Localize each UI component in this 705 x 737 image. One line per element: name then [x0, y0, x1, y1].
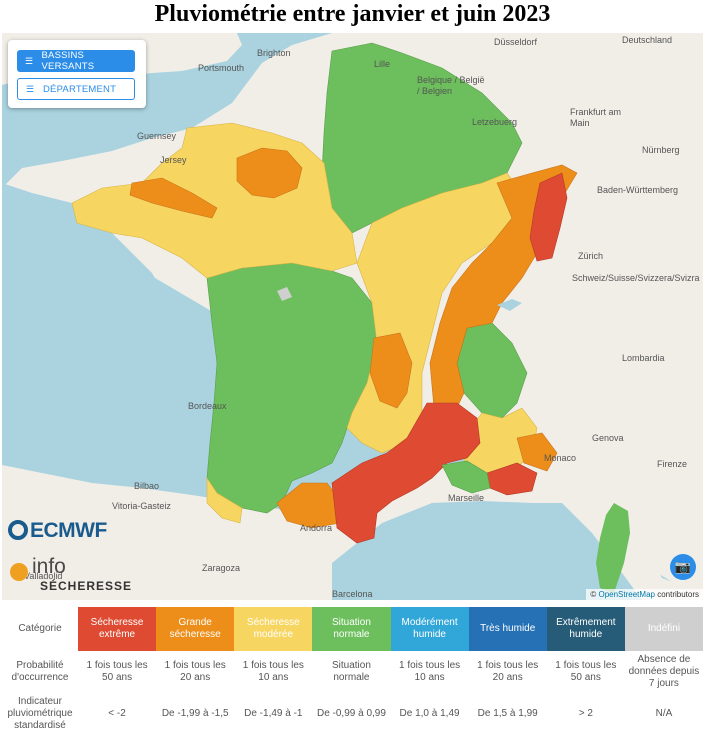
legend-row-categorie: Catégorie Sécheresse extrême Grande séch…: [2, 607, 703, 651]
legend-table: Catégorie Sécheresse extrême Grande séch…: [2, 607, 703, 735]
legend-category-ext-humide: Extrêmement humide: [546, 607, 625, 651]
attribution-suffix: contributors: [657, 590, 699, 599]
place-name: Bilbao: [134, 481, 160, 491]
region-grande-normandie: [236, 147, 303, 199]
place-name: Valladolid: [24, 571, 63, 581]
place-name: Düsseldorf: [494, 37, 538, 47]
departement-button[interactable]: ☰ DÉPARTEMENT: [17, 78, 135, 100]
place-name: Nürnberg: [642, 145, 680, 155]
place-name: Zaragoza: [202, 563, 241, 573]
place-name: Vitoria-Gasteiz: [112, 501, 171, 511]
legend-row-indicateur: Indicateur pluviométrique standardisé < …: [2, 693, 703, 735]
place-name: Firenze: [657, 459, 688, 469]
region-grande-alpes: [516, 432, 558, 472]
camera-icon: 📷: [674, 559, 692, 574]
legend-indicateur-cell: > 2: [578, 708, 593, 719]
region-grande-bretagne: [129, 177, 218, 219]
place-name: Bordeaux: [188, 401, 227, 411]
map-viewport[interactable]: Düsseldorf Deutschland Lille Belgique / …: [2, 33, 703, 600]
openstreetmap-link[interactable]: OpenStreetMap: [598, 590, 655, 599]
map-title: Pluviométrie entre janvier et juin 2023: [154, 1, 551, 27]
lake-grandlieu: [277, 287, 292, 301]
legend-row-label: Probabilité d'occurrence: [11, 660, 69, 683]
legend-indicateur-cell: De 1,5 à 1,99: [477, 708, 538, 719]
place-name: Monaco: [544, 453, 577, 463]
legend-row-label: Catégorie: [18, 623, 62, 634]
legend-probabilite-cell: Absence de données depuis 7 jours: [628, 654, 700, 689]
legend-category-normale: Situation normale: [312, 607, 391, 651]
ecmwf-logo: ECMWF: [8, 519, 107, 543]
legend-category-extreme: Sécheresse extrême: [78, 607, 157, 651]
legend-indicateur-cell: < -2: [108, 708, 126, 719]
place-name: Letzebuerg: [472, 117, 518, 127]
region-moderee-southwest: [206, 477, 243, 524]
info-logo-text: info: [32, 555, 66, 578]
legend-row-label: Indicateur pluviométrique standardisé: [7, 696, 73, 731]
mediterranean-sea: [332, 501, 642, 600]
legend-probabilite-cell: 1 fois tous les 20 ans: [477, 660, 539, 683]
place-name: Deutschland: [622, 35, 673, 45]
map-canvas[interactable]: [2, 33, 703, 600]
place-name: Lille: [374, 59, 391, 69]
ecmwf-mark-icon: [8, 520, 28, 540]
map-layer-control: ☰ BASSINS VERSANTS ☰ DÉPARTEMENT: [8, 40, 146, 108]
place-name: Jersey: [160, 155, 187, 165]
place-name: Portsmouth: [198, 63, 245, 73]
legend-indicateur-cell: N/A: [655, 708, 673, 719]
legend-row-probabilite: Probabilité d'occurrence 1 fois tous les…: [2, 651, 703, 693]
place-name: Frankfurt am Main: [570, 107, 622, 128]
legend-probabilite-cell: 1 fois tous les 10 ans: [398, 660, 461, 683]
place-name: Lombardia: [622, 353, 665, 363]
legend-indicateur-cell: De -1,49 à -1: [244, 708, 303, 719]
atlantic-sea: [2, 183, 207, 485]
place-name: Guernsey: [137, 131, 177, 141]
place-name: Andorra: [300, 523, 333, 533]
legend-indicateur-cell: De 1,0 à 1,49: [399, 708, 460, 719]
sun-icon: [10, 563, 28, 581]
lake-leman: [497, 299, 522, 311]
legend-category-tres-humide: Très humide: [468, 607, 547, 651]
place-name: Genova: [592, 433, 624, 443]
legend-category-grande: Grande sécheresse: [156, 607, 235, 651]
region-grande-massif: [369, 332, 413, 409]
ecmwf-logo-text: ECMWF: [30, 519, 107, 542]
place-name: Brighton: [257, 48, 291, 58]
departement-label: DÉPARTEMENT: [43, 83, 117, 95]
place-name: Barcelona: [332, 589, 373, 599]
legend-category-indefini: Indéfini: [624, 607, 703, 651]
region-extreme-alsace: [529, 172, 568, 262]
legend-probabilite-cell: Situation normale: [331, 660, 371, 683]
legend-category-moderee: Sécheresse modérée: [234, 607, 313, 651]
place-name: Baden-Württemberg: [597, 185, 679, 195]
list-icon: ☰: [25, 55, 34, 66]
place-name: Belgique / België / Belgien: [417, 75, 485, 96]
map-attribution: © OpenStreetMap contributors: [586, 589, 703, 600]
legend-probabilite-cell: 1 fois tous les 10 ans: [242, 660, 304, 683]
secheresse-logo-text: SÉCHERESSE: [40, 579, 133, 593]
legend-indicateur-cell: De -0,99 à 0,99: [316, 708, 386, 719]
legend-probabilite-cell: 1 fois tous les 20 ans: [164, 660, 226, 683]
place-name: Marseille: [448, 493, 485, 503]
bassins-versants-label: BASSINS VERSANTS: [41, 50, 95, 72]
attribution-prefix: ©: [590, 590, 597, 599]
region-extreme-south: [331, 402, 481, 544]
camera-button[interactable]: 📷: [670, 554, 696, 580]
place-name: Schweiz/Suisse/Svizzera/Svizra: [572, 273, 700, 283]
legend-probabilite-cell: 1 fois tous les 50 ans: [555, 660, 617, 683]
legend-category-mod-humide: Modérément humide: [390, 607, 469, 651]
corsica: [596, 503, 630, 593]
region-normale-provence: [441, 460, 491, 494]
bassins-versants-button[interactable]: ☰ BASSINS VERSANTS: [17, 50, 135, 72]
region-normale-west: [206, 262, 378, 514]
legend-indicateur-cell: De -1,99 à -1,5: [161, 708, 229, 719]
place-name: Zürich: [578, 251, 604, 261]
list-icon: ☰: [26, 83, 35, 94]
legend-probabilite-cell: 1 fois tous les 50 ans: [86, 660, 148, 683]
